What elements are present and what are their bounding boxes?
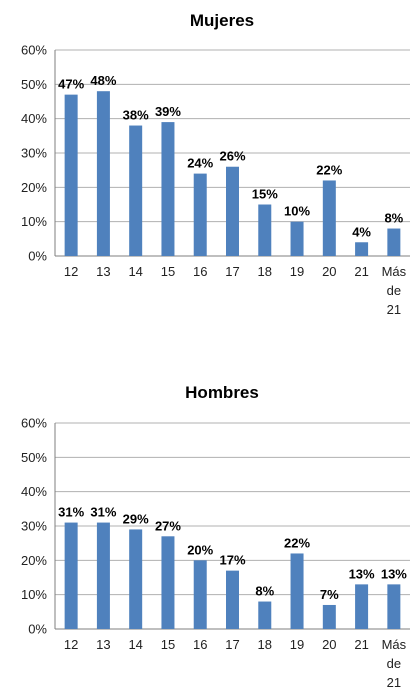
bar — [161, 122, 175, 256]
bar — [129, 125, 143, 257]
data-label: 38% — [123, 108, 149, 123]
bar — [258, 204, 272, 256]
x-tick-label: de — [387, 283, 401, 298]
x-tick-label: 21 — [354, 637, 368, 652]
x-tick-label: 13 — [96, 637, 110, 652]
chart-title: Mujeres — [190, 11, 254, 30]
bar — [290, 553, 304, 629]
chart-hombres: Hombres 0% 10% 20% 30% 40% 50% 60% 31% 12 31% 13 29… — [21, 383, 410, 690]
data-label: 26% — [219, 149, 245, 164]
data-label: 29% — [123, 511, 149, 526]
bar — [64, 94, 78, 256]
bar — [226, 166, 239, 256]
bar — [193, 560, 207, 629]
data-label: 39% — [155, 104, 181, 119]
data-label: 15% — [252, 187, 278, 202]
data-label: 13% — [381, 566, 407, 581]
data-label: 27% — [155, 518, 181, 533]
x-tick-label: 19 — [290, 264, 304, 279]
data-label: 20% — [187, 542, 213, 557]
chart-mujeres: Mujeres 0% 10% 20% 30% 40% 50% 60% 47% 12 48% 13 38… — [21, 11, 410, 317]
x-tick-label: 15 — [161, 637, 175, 652]
y-tick-label: 60% — [21, 43, 47, 58]
bar — [193, 173, 207, 256]
y-tick-label: 10% — [21, 214, 47, 229]
y-tick-label: 40% — [21, 111, 47, 126]
data-label: 31% — [58, 505, 84, 520]
x-tick-label: 14 — [128, 637, 142, 652]
chart-title: Hombres — [185, 383, 259, 402]
y-tick-label: 30% — [21, 519, 47, 534]
x-tick-label: 12 — [64, 264, 78, 279]
x-tick-label: 18 — [258, 637, 272, 652]
x-tick-label: 16 — [193, 637, 207, 652]
x-tick-label: 16 — [193, 264, 207, 279]
bar — [290, 221, 304, 256]
x-tick-label: 13 — [96, 264, 110, 279]
x-tick-label: 15 — [161, 264, 175, 279]
data-label: 13% — [349, 566, 375, 581]
data-label: 22% — [316, 162, 342, 177]
data-label: 10% — [284, 204, 310, 219]
data-label: 31% — [90, 505, 116, 520]
x-tick-label: 19 — [290, 637, 304, 652]
x-tick-label: de — [387, 656, 401, 671]
data-label: 47% — [58, 77, 84, 92]
x-tick-label: 12 — [64, 637, 78, 652]
bar — [129, 529, 143, 629]
y-tick-label: 50% — [21, 450, 47, 465]
x-tick-label: 21 — [387, 675, 401, 690]
bar — [322, 180, 336, 256]
x-tick-label: 17 — [225, 637, 239, 652]
bar — [226, 570, 239, 629]
x-tick-label: Más — [382, 264, 407, 279]
data-label: 17% — [219, 553, 245, 568]
bar — [258, 601, 272, 629]
bar — [355, 584, 369, 629]
y-tick-label: 0% — [28, 249, 47, 264]
bar — [96, 91, 110, 256]
data-label: 8% — [255, 584, 274, 599]
data-label: 22% — [284, 535, 310, 550]
x-tick-label: 14 — [128, 264, 142, 279]
y-tick-label: 10% — [21, 587, 47, 602]
bar — [64, 522, 78, 629]
data-label: 8% — [384, 211, 403, 226]
data-label: 48% — [90, 73, 116, 88]
data-label: 4% — [352, 224, 371, 239]
y-tick-label: 60% — [21, 416, 47, 431]
x-tick-label: 20 — [322, 637, 336, 652]
bar — [387, 584, 401, 629]
data-label: 7% — [320, 587, 339, 602]
x-tick-label: 21 — [354, 264, 368, 279]
bar — [161, 536, 175, 629]
x-tick-label: Más — [382, 637, 407, 652]
bar — [387, 228, 401, 256]
x-tick-label: 20 — [322, 264, 336, 279]
y-tick-label: 20% — [21, 553, 47, 568]
bar — [322, 604, 336, 629]
bar — [355, 242, 369, 256]
x-tick-label: 18 — [258, 264, 272, 279]
y-tick-label: 0% — [28, 622, 47, 637]
bar — [96, 522, 110, 629]
data-label: 24% — [187, 156, 213, 171]
y-tick-label: 20% — [21, 180, 47, 195]
x-tick-label: 17 — [225, 264, 239, 279]
y-tick-label: 40% — [21, 484, 47, 499]
y-tick-label: 30% — [21, 146, 47, 161]
x-tick-label: 21 — [387, 302, 401, 317]
y-tick-label: 50% — [21, 77, 47, 92]
